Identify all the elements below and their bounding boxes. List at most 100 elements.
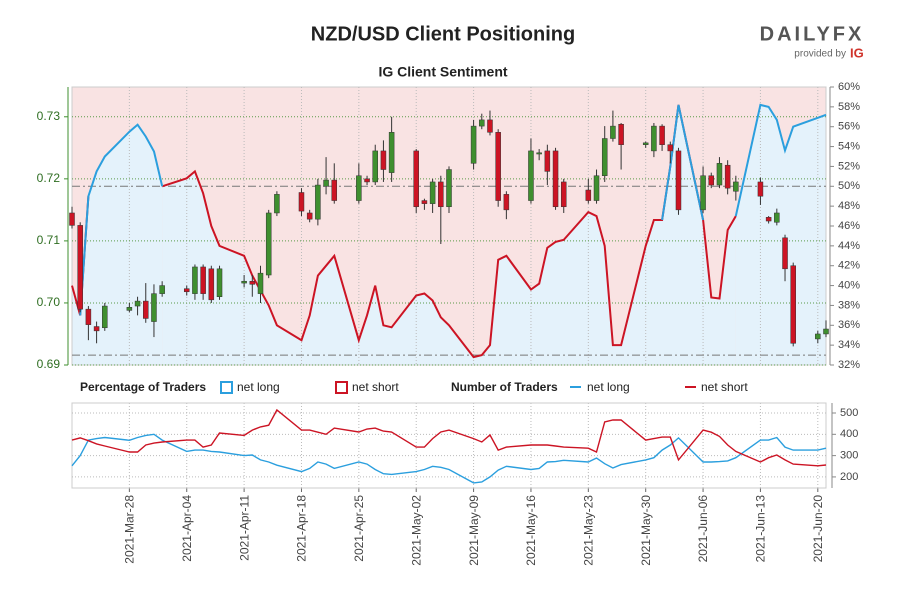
candle-body (446, 169, 452, 208)
candle-body (208, 268, 215, 301)
y2-tick-label: 50% (838, 180, 860, 192)
candle-body (757, 181, 764, 197)
candle-body (192, 266, 198, 294)
candle-body (716, 163, 723, 186)
x-tick-label: 2021-May-09 (467, 495, 481, 566)
candle-body (593, 175, 600, 201)
trader-count-line (71, 408, 827, 467)
x-tick-label: 2021-May-16 (524, 495, 538, 566)
candle-body (470, 125, 477, 164)
y2-tick-label: 32% (838, 359, 860, 371)
candle-body (659, 125, 665, 145)
legend-label: net short (701, 380, 748, 394)
candle-body (356, 175, 362, 201)
x-tick-label: 2021-Jun-06 (696, 495, 710, 563)
y2-tick-label: 44% (838, 240, 860, 252)
candle-body (724, 164, 731, 189)
y2-tick-label: 46% (838, 220, 860, 232)
candle-body (544, 150, 551, 172)
candle-body (388, 132, 395, 173)
candle-body (790, 265, 796, 344)
y2-tick-label: 48% (838, 200, 860, 212)
candle-body (560, 181, 567, 208)
candle-body (601, 138, 608, 176)
y-tick-label: 0.70 (37, 295, 61, 309)
candle-body (249, 280, 256, 285)
legend-label: net short (352, 380, 399, 394)
y2-tick-label: 58% (838, 101, 860, 113)
candle-body (823, 328, 829, 335)
x-tick-label: 2021-Apr-04 (180, 495, 194, 562)
x-tick-label: 2021-Apr-18 (295, 495, 309, 562)
candle-body (372, 150, 378, 183)
chart-subtitle: IG Client Sentiment (378, 64, 507, 80)
candle-body (479, 119, 485, 127)
y2-tick-label: 38% (838, 299, 860, 311)
area-fill (72, 104, 736, 366)
candle-body (429, 181, 436, 204)
candle-body (618, 123, 624, 145)
y-tick-label: 500 (840, 407, 858, 419)
y-tick-label: 0.69 (37, 357, 61, 371)
legend-title: Percentage of Traders (80, 380, 206, 394)
candle-body (380, 150, 387, 170)
candle-body (151, 293, 157, 322)
y2-tick-label: 42% (838, 260, 860, 272)
candle-body (782, 237, 788, 270)
x-tick-label: 2021-Jun-20 (811, 495, 825, 563)
legend-title: Number of Traders (451, 380, 558, 394)
candle-body (274, 194, 280, 214)
candle-body (306, 212, 313, 220)
candle-body (200, 266, 206, 294)
candle-body (765, 217, 772, 222)
x-tick-label: 2021-Apr-11 (237, 495, 251, 561)
y-tick-label: 300 (840, 450, 858, 462)
x-tick-label: 2021-Apr-25 (352, 495, 366, 562)
legend-label: net long (237, 380, 280, 394)
y2-tick-label: 34% (838, 339, 860, 351)
candle-body (585, 189, 592, 201)
candle-body (265, 212, 272, 276)
candle-body (815, 333, 821, 340)
candle-body (552, 150, 559, 208)
y2-tick-label: 40% (838, 279, 860, 291)
brand-name: DAILYFX (760, 23, 865, 45)
x-tick-label: 2021-May-02 (409, 495, 423, 566)
brand-partner: IG (850, 45, 864, 60)
candle-body (143, 300, 149, 319)
y-tick-label: 0.72 (37, 171, 61, 185)
y2-tick-label: 60% (838, 81, 860, 93)
candle-body (364, 178, 370, 183)
x-tick-label: 2021-Jun-13 (754, 495, 768, 563)
legend-label: net long (587, 380, 630, 394)
y2-tick-label: 52% (838, 160, 860, 172)
y2-tick-label: 36% (838, 319, 860, 331)
x-tick-label: 2021-May-30 (639, 495, 653, 566)
y-tick-label: 0.73 (37, 109, 61, 123)
sentiment-line (79, 103, 827, 316)
candle-body (216, 268, 223, 297)
candle-body (651, 125, 657, 152)
candle-body (102, 305, 108, 329)
candle-body (610, 125, 616, 139)
candle-body (159, 285, 165, 294)
x-tick-label: 2021-May-23 (581, 495, 595, 566)
y-tick-label: 0.71 (37, 233, 61, 247)
x-tick-label: 2021-Mar-28 (123, 495, 137, 564)
chart-title: NZD/USD Client Positioning (311, 23, 575, 45)
candle-body (77, 225, 83, 310)
candle-body (134, 300, 141, 307)
candle-body (487, 119, 493, 133)
candle-body (700, 175, 706, 211)
candle-body (675, 150, 682, 211)
candle-body (323, 179, 329, 187)
candle-body (331, 179, 338, 201)
candle-body (69, 212, 75, 226)
candle-body (93, 326, 100, 332)
candle-body (257, 272, 264, 294)
legend-marker (335, 381, 348, 394)
y-tick-label: 200 (840, 471, 858, 483)
candle-body (438, 181, 444, 208)
